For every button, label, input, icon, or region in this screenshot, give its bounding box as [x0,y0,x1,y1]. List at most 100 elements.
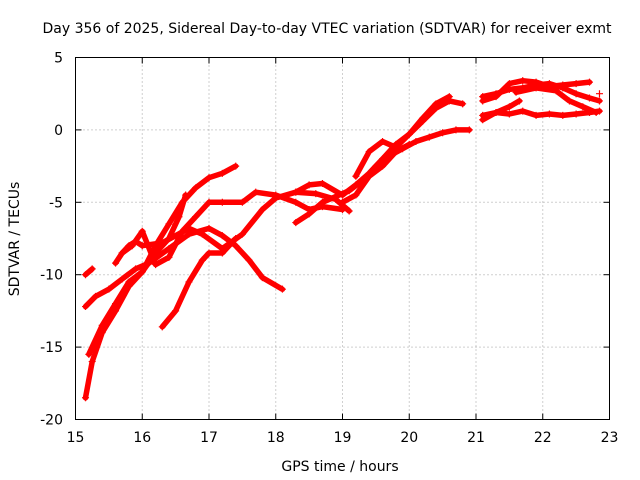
x-tick-label: 21 [467,430,485,446]
series-trace [339,141,413,206]
tick-layer [75,57,610,420]
series-trace [119,189,346,268]
data-point [445,93,453,101]
data-point [232,242,240,250]
data-point [532,84,540,92]
data-point [205,249,213,257]
data-point [138,242,146,250]
y-axis-label: SDTVAR / TECUs [7,182,23,297]
series-arc-16 [479,97,523,124]
data-point [405,130,413,138]
data-point [479,97,487,105]
chart-title: Day 356 of 2025, Sidereal Day-to-day VTE… [43,21,613,37]
data-point [82,303,90,311]
data-point [158,239,166,247]
data-point [479,116,487,124]
data-layer [82,77,603,402]
data-point [245,256,253,264]
data-point [452,126,460,134]
data-point [392,148,400,156]
data-point [165,253,173,261]
data-point [318,179,326,187]
data-point [292,219,300,227]
x-tick-label: 15 [67,430,85,446]
data-point [545,110,553,118]
data-point [105,285,113,293]
data-point [198,256,206,264]
data-point [519,107,527,115]
data-point [512,88,520,96]
x-tick-label: 16 [133,430,151,446]
data-point [175,213,183,221]
data-point [565,97,573,105]
data-point [252,188,260,196]
data-point [318,198,326,206]
data-point [138,268,146,276]
y-tick-label: 5 [54,51,63,67]
data-point [205,198,213,206]
data-point [232,235,240,242]
data-point [379,162,387,170]
data-point [505,80,513,88]
x-tick-label: 23 [601,430,619,446]
series-trace [513,85,599,116]
data-point [352,172,360,180]
data-point [412,137,420,145]
data-point [459,100,467,108]
data-point [192,213,200,221]
data-point [352,181,360,189]
data-point [125,278,133,286]
data-point [232,162,240,170]
y-tick-label: -15 [40,340,63,356]
data-point [425,133,433,141]
y-tick-label: -20 [40,413,63,429]
data-point [505,110,513,118]
data-point [205,174,213,182]
series-trace [479,98,523,123]
data-point [305,210,313,218]
data-point [492,109,500,117]
series-arc-11 [339,140,413,206]
x-tick-label: 18 [267,430,285,446]
data-point [595,90,603,98]
data-point [419,114,427,122]
data-point [552,87,560,95]
data-point [365,172,373,180]
data-point [379,155,387,163]
data-point [465,126,473,134]
data-point [152,261,160,269]
data-point [292,198,300,206]
data-point [559,81,567,89]
series-point-1 [595,90,603,98]
data-point [572,110,580,118]
data-point [258,274,266,282]
data-point [352,191,360,199]
y-tick-label: 0 [54,123,63,139]
x-axis-label: GPS time / hours [281,459,398,475]
data-point [339,206,346,214]
data-point [205,224,213,232]
data-point [158,323,166,331]
data-point [138,227,146,235]
data-point [85,350,93,358]
data-point [585,94,593,102]
data-point [339,198,346,206]
data-point [579,103,587,111]
data-point [258,206,266,214]
data-point [178,227,186,235]
data-point [238,198,246,206]
data-point [218,169,226,177]
data-point [218,232,226,240]
data-point [132,265,140,273]
data-point [572,90,580,98]
data-point [379,137,387,145]
label-layer: 15 16 17 18 19 20 21 22 23 5 0 -5 -10 -15 -20 [40,51,618,447]
data-point [305,181,313,189]
data-point [192,184,200,192]
data-point [592,109,600,117]
data-point [112,300,120,308]
x-tick-label: 19 [334,430,352,446]
data-point [128,242,136,250]
data-point [519,77,527,85]
